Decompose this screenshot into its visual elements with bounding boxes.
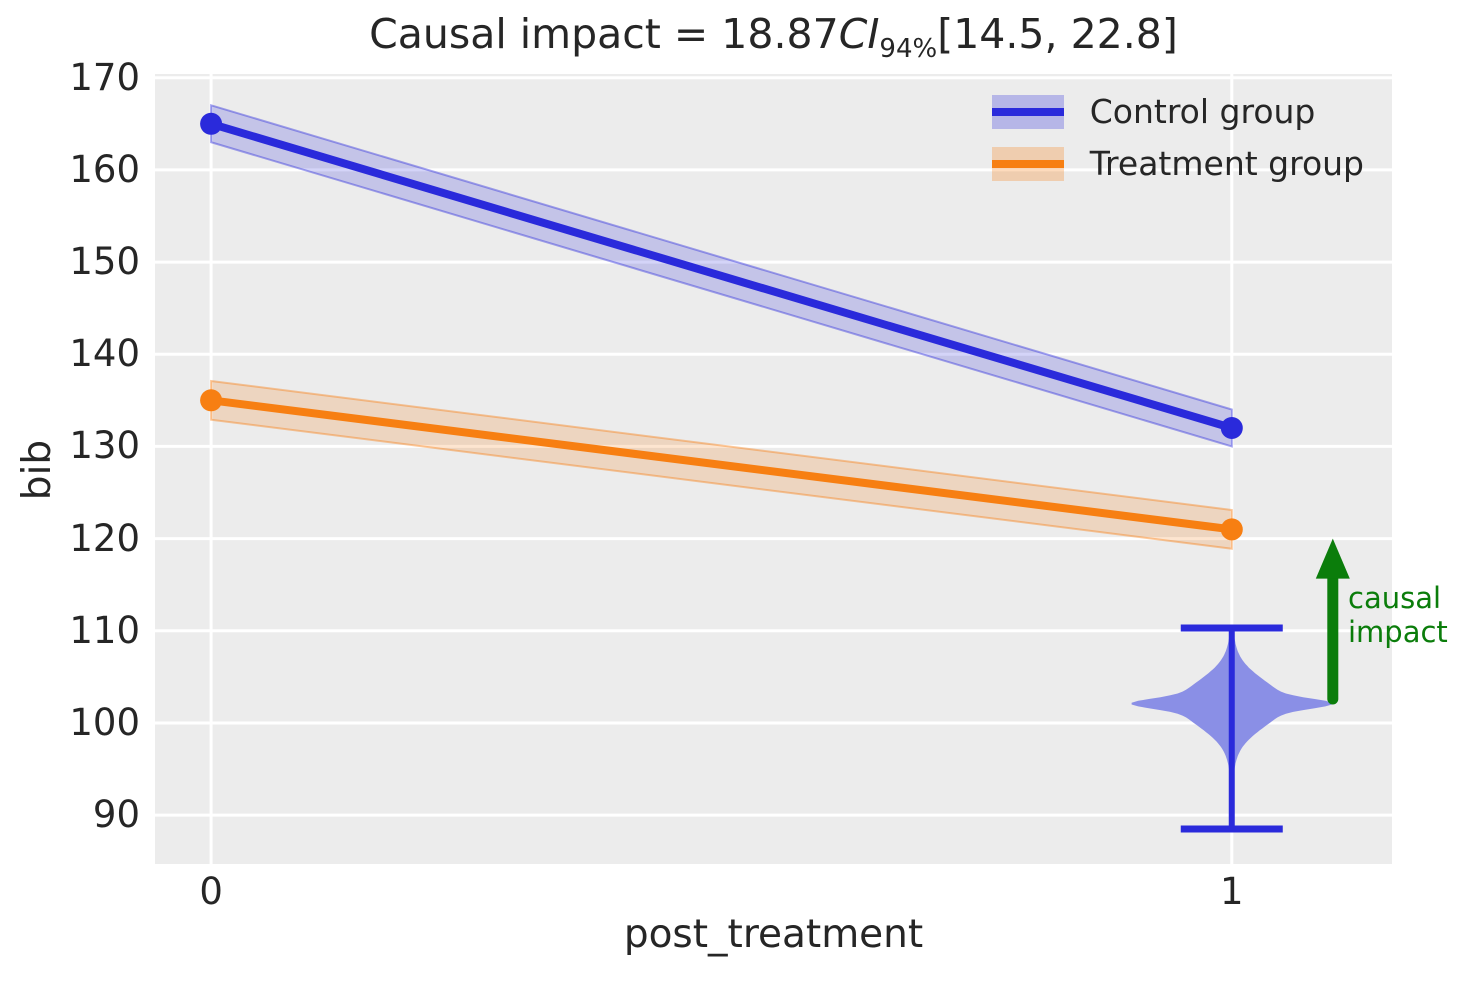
y-axis-label: bib (15, 439, 60, 501)
y-tick-label-90: 90 (92, 793, 140, 837)
causal-impact-arrow-head-icon (1315, 538, 1350, 579)
x-tick-label-1: 1 (1219, 870, 1244, 913)
legend: Control group Treatment group (991, 92, 1364, 183)
legend-item-treatment: Treatment group (991, 144, 1364, 183)
causal-impact-annotation: causal impact (1348, 581, 1448, 649)
plot-area: Control group Treatment group causal imp… (155, 74, 1448, 864)
y-tick-label-110: 110 (69, 608, 140, 652)
legend-label-control: Control group (1089, 92, 1316, 131)
treatment-line (210, 396, 1233, 534)
y-tick-label-100: 100 (69, 700, 140, 744)
legend-item-control: Control group (991, 92, 1364, 131)
y-tick-label-140: 140 (69, 332, 140, 376)
x-axis-label: post_treatment (623, 912, 924, 957)
y-tick-label-130: 130 (69, 424, 140, 468)
control-line (209, 119, 1233, 432)
control-swatch-icon (991, 94, 1064, 129)
y-tick-label-170: 170 (69, 55, 140, 99)
control-marker (1220, 417, 1243, 439)
y-tick-label-120: 120 (69, 516, 140, 560)
control-marker (200, 112, 223, 135)
title-interval: [14.5, 22.8] (937, 10, 1178, 58)
title-ci: CI (838, 10, 880, 58)
y-tick-label-150: 150 (69, 240, 140, 284)
title-ci-sub: 94% (879, 34, 938, 65)
legend-label-treatment: Treatment group (1089, 144, 1364, 183)
treatment-swatch-icon (991, 146, 1064, 181)
title-prefix: Causal impact = 18.87 (369, 10, 839, 58)
y-tick-label-160: 160 (69, 147, 140, 191)
treatment-marker (200, 389, 223, 412)
chart-canvas (155, 74, 1392, 864)
x-tick-label-0: 0 (199, 870, 223, 913)
control-line-swatch (991, 107, 1064, 116)
treatment-line-swatch (991, 159, 1064, 168)
chart-title: Causal impact = 18.87CI94%[14.5, 22.8] (155, 10, 1392, 64)
causal-impact-annotation-line2: impact (1348, 615, 1448, 649)
treatment-marker (1220, 518, 1243, 541)
causal-impact-annotation-line1: causal (1348, 581, 1442, 615)
